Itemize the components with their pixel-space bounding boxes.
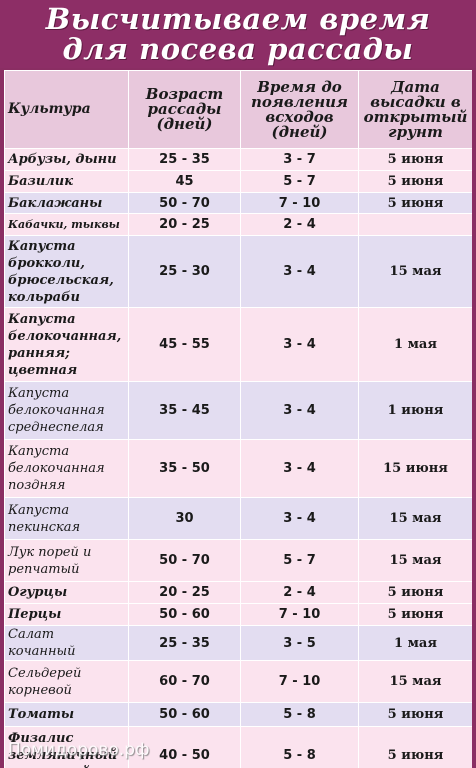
sprout-time: 5 - 7 [240,170,359,193]
table-row: Сельдерей корневой 60 - 70 7 - 10 15 мая [4,660,472,703]
sprout-time: 3 - 4 [240,497,359,540]
planting-date: 5 июня [358,148,472,171]
table-row: Капуста белокочанная поздняя 35 - 50 3 -… [4,439,472,498]
table-row: Перцы 50 - 60 7 - 10 5 июня [4,603,472,626]
header-crop: Культура [4,70,129,149]
sprout-time: 5 - 8 [240,726,359,768]
planting-date: 15 мая [358,660,472,703]
planting-date: 5 июня [358,170,472,193]
sprout-time: 2 - 4 [240,213,359,236]
crop-name: Лук порей и репчатый [4,539,129,582]
planting-date: 15 мая [358,539,472,582]
crop-name: Салат кочанный [4,625,129,661]
crop-name: Капуста брокколи, брюсельская, кольраби [4,235,129,308]
seedling-age: 20 - 25 [128,213,241,236]
table-row: Капуста пекинская 30 3 - 4 15 мая [4,497,472,540]
crop-name: Перцы [4,603,129,626]
planting-date: 15 июня [358,439,472,498]
planting-date: 5 июня [358,581,472,604]
crop-name: Арбузы, дыни [4,148,129,171]
page-title: Высчитываем время для посева рассады [0,0,476,68]
seedling-age: 50 - 60 [128,702,241,727]
header-age: Возраст рассады (дней) [128,70,241,149]
sprout-time: 3 - 4 [240,381,359,440]
seedling-table-container: Культура Возраст рассады (дней) Время до… [4,70,472,768]
table-row: Кабачки, тыквы 20 - 25 2 - 4 [4,213,472,236]
sprout-time: 3 - 7 [240,148,359,171]
crop-name: Кабачки, тыквы [4,213,129,236]
planting-date: 5 июня [358,726,472,768]
header-sprout: Время до появления всходов (дней) [240,70,359,149]
sprout-time: 3 - 4 [240,439,359,498]
seedling-age: 50 - 70 [128,539,241,582]
table-row: Капуста белокочанная среднеспелая 35 - 4… [4,381,472,440]
table-row: Арбузы, дыни 25 - 35 3 - 7 5 июня [4,148,472,171]
crop-name: Капуста белокочанная среднеспелая [4,381,129,440]
seedling-age: 20 - 25 [128,581,241,604]
seedling-age: 25 - 30 [128,235,241,308]
seedling-age: 40 - 50 [128,726,241,768]
header-row: Культура Возраст рассады (дней) Время до… [4,70,472,149]
table-row: Капуста белокочанная, ранняя; цветная 45… [4,307,472,382]
sprout-time: 5 - 7 [240,539,359,582]
planting-date: 15 мая [358,497,472,540]
planting-date: 1 мая [358,307,472,382]
seedling-age: 35 - 50 [128,439,241,498]
crop-name: Капуста белокочанная, ранняя; цветная [4,307,129,382]
crop-name: Огурцы [4,581,129,604]
sprout-time: 7 - 10 [240,192,359,214]
table-row: Томаты 50 - 60 5 - 8 5 июня [4,702,472,727]
seedling-age: 25 - 35 [128,148,241,171]
seedling-age: 50 - 60 [128,603,241,626]
table-row: Салат кочанный 25 - 35 3 - 5 1 мая [4,625,472,661]
crop-name: Физалис земляничный и овощной [4,726,129,768]
seedling-age: 60 - 70 [128,660,241,703]
sprout-time: 7 - 10 [240,660,359,703]
crop-name: Баклажаны [4,192,129,214]
seedling-age: 35 - 45 [128,381,241,440]
planting-date: 5 июня [358,603,472,626]
planting-date: 5 июня [358,702,472,727]
sprout-time: 3 - 5 [240,625,359,661]
planting-date: 1 июня [358,381,472,440]
table-row: Баклажаны 50 - 70 7 - 10 5 июня [4,192,472,214]
title-line-1: Высчитываем время [45,2,431,36]
table-row: Физалис земляничный и овощной 40 - 50 5 … [4,726,472,768]
seedling-age: 50 - 70 [128,192,241,214]
sprout-time: 3 - 4 [240,235,359,308]
sprout-time: 7 - 10 [240,603,359,626]
crop-name: Капуста белокочанная поздняя [4,439,129,498]
crop-name: Базилик [4,170,129,193]
sprout-time: 3 - 4 [240,307,359,382]
seedling-age: 30 [128,497,241,540]
table-row: Огурцы 20 - 25 2 - 4 5 июня [4,581,472,604]
planting-date: 15 мая [358,235,472,308]
site-watermark: Помидорово.рф [8,740,150,760]
planting-date: 1 мая [358,625,472,661]
title-line-2: для посева рассады [62,32,414,66]
crop-name: Сельдерей корневой [4,660,129,703]
table-row: Лук порей и репчатый 50 - 70 5 - 7 15 ма… [4,539,472,582]
sprout-time: 5 - 8 [240,702,359,727]
crop-name: Капуста пекинская [4,497,129,540]
crop-name: Томаты [4,702,129,727]
sprout-time: 2 - 4 [240,581,359,604]
planting-date: 5 июня [358,192,472,214]
planting-date [358,213,472,236]
seedling-age: 25 - 35 [128,625,241,661]
seedling-age: 45 - 55 [128,307,241,382]
seedling-table: Культура Возраст рассады (дней) Время до… [4,70,472,768]
seedling-age: 45 [128,170,241,193]
header-date: Дата высадки в открытый грунт [358,70,472,149]
table-row: Капуста брокколи, брюсельская, кольраби … [4,235,472,308]
table-row: Базилик 45 5 - 7 5 июня [4,170,472,193]
